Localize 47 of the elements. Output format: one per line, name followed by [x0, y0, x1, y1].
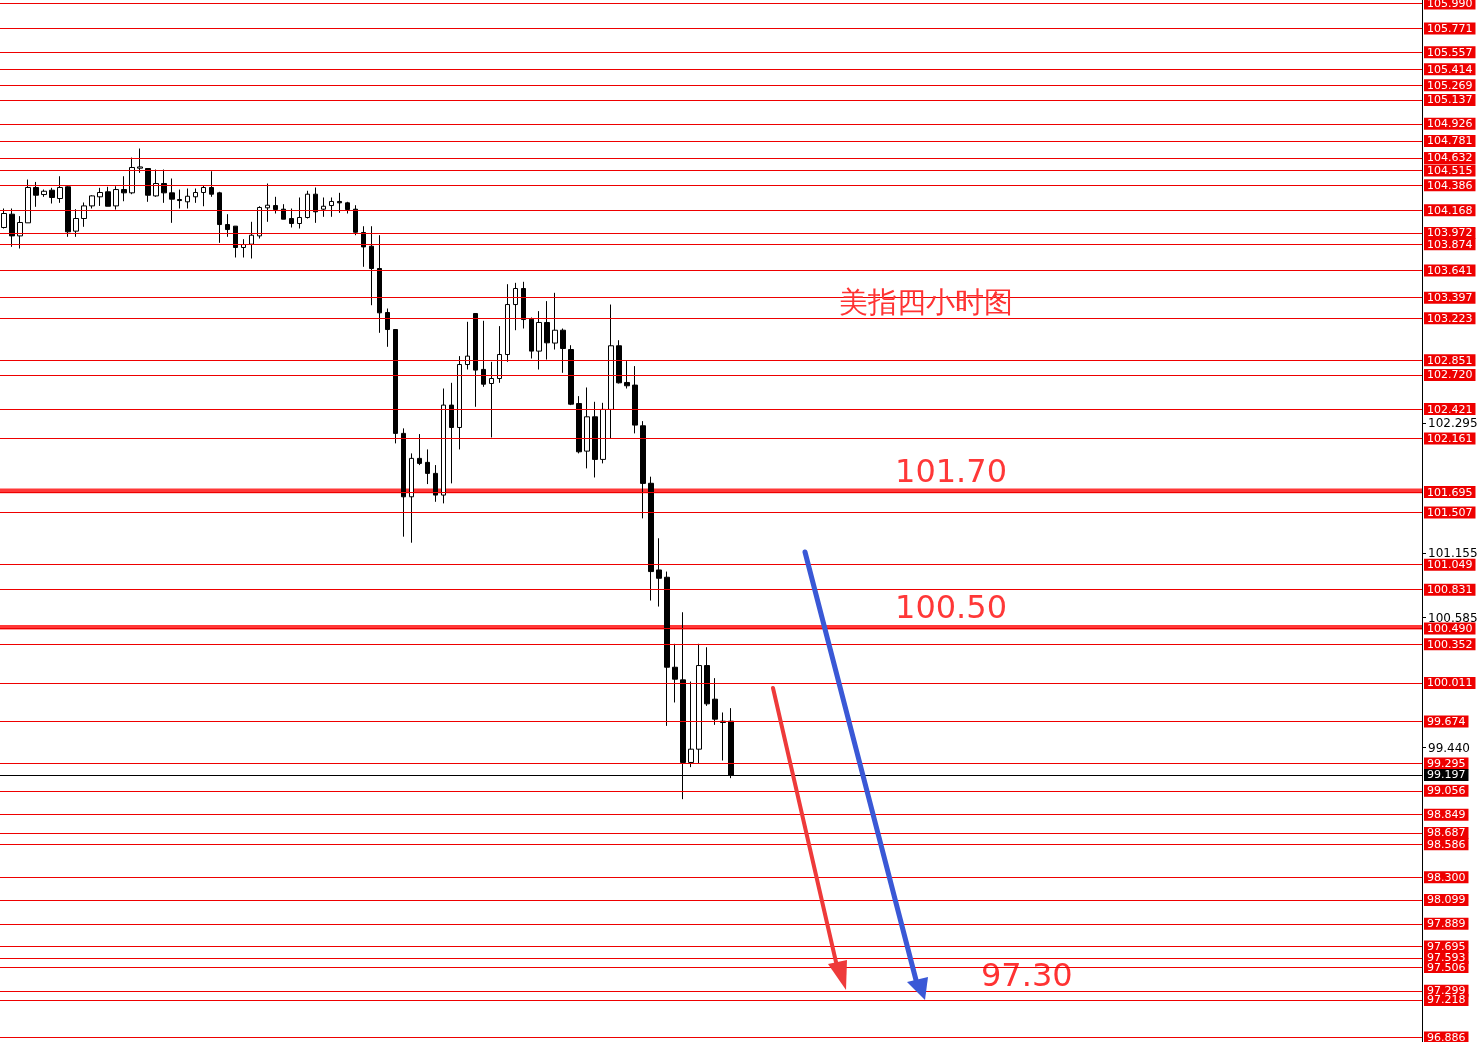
- band-label: 100.50: [895, 587, 1007, 626]
- band-label: 101.70: [895, 451, 1007, 490]
- ref-line-label: 97.218: [1427, 993, 1466, 1007]
- ref-line-label: 100.011: [1427, 676, 1473, 690]
- ref-line-label: 104.781: [1427, 134, 1473, 148]
- y-tick-label: 99.440: [1428, 740, 1470, 755]
- ref-line-label: 98.687: [1427, 826, 1466, 840]
- ref-line-label: 103.397: [1427, 291, 1473, 305]
- ref-line-label: 99.674: [1427, 715, 1466, 729]
- ref-line-label: 99.056: [1427, 784, 1466, 798]
- ref-line-label: 104.515: [1427, 163, 1473, 177]
- ref-line-label: 101.049: [1427, 558, 1473, 572]
- ref-line-label: 104.926: [1427, 117, 1473, 131]
- ref-line-label: 104.386: [1427, 178, 1473, 192]
- ref-line-label: 99.197: [1427, 768, 1466, 782]
- ref-line-label: 104.168: [1427, 203, 1473, 217]
- ref-line-label: 98.849: [1427, 808, 1466, 822]
- ref-line-label: 105.557: [1427, 45, 1473, 59]
- ref-line-label: 102.851: [1427, 353, 1473, 367]
- ref-line-label: 103.223: [1427, 311, 1473, 325]
- ref-line-label: 105.414: [1427, 62, 1473, 76]
- ref-line-label: 100.490: [1427, 621, 1473, 635]
- ref-line-label: 104.632: [1427, 151, 1473, 165]
- y-tick-label: 102.295: [1428, 416, 1478, 431]
- annotation: 97.30: [981, 955, 1073, 994]
- ref-line-label: 100.831: [1427, 583, 1473, 597]
- ref-line-label: 105.269: [1427, 78, 1473, 92]
- ref-line-label: 102.720: [1427, 368, 1473, 382]
- ref-line-label: 103.972: [1427, 226, 1473, 240]
- ref-line-label: 97.889: [1427, 917, 1466, 931]
- ref-line-label: 98.586: [1427, 837, 1466, 851]
- ref-line-label: 97.695: [1427, 940, 1466, 954]
- ref-line-label: 98.300: [1427, 870, 1466, 884]
- ref-line-label: 103.874: [1427, 237, 1473, 251]
- ref-line-label: 96.886: [1427, 1030, 1466, 1042]
- ref-line-label: 102.421: [1427, 402, 1473, 416]
- ref-line-label: 102.161: [1427, 432, 1473, 446]
- ref-line-label: 105.137: [1427, 93, 1473, 107]
- ref-line-label: 97.506: [1427, 960, 1466, 974]
- ref-line-label: 101.507: [1427, 505, 1473, 519]
- y-tick-label: 101.155: [1428, 545, 1478, 560]
- ref-line-label: 105.771: [1427, 21, 1473, 35]
- ref-line-label: 99.295: [1427, 757, 1466, 771]
- ref-line-label: 98.099: [1427, 893, 1466, 907]
- ref-line-label: 100.352: [1427, 637, 1473, 651]
- ref-line-label: 101.695: [1427, 485, 1473, 499]
- ref-line-label: 103.641: [1427, 263, 1473, 277]
